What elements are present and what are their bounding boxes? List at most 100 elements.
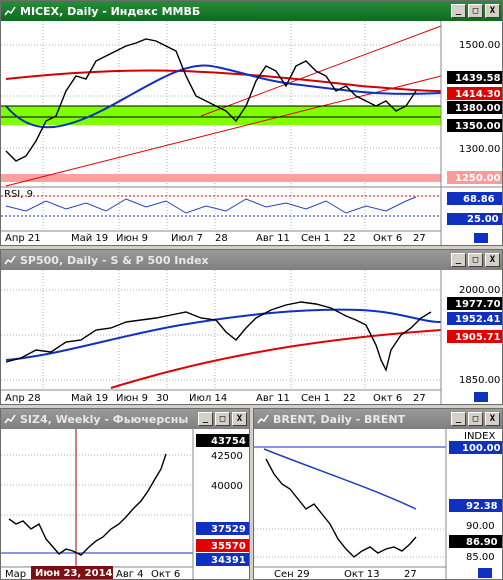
close-button[interactable]: X bbox=[485, 412, 500, 426]
siz4-titlebar[interactable]: SIZ4, Weekly - Фьючерсны _ □ X bbox=[1, 409, 249, 429]
price-line bbox=[5, 38, 417, 162]
date-tick: 27 bbox=[404, 569, 417, 579]
trendline[interactable] bbox=[200, 25, 442, 117]
price-tick: 43754 bbox=[211, 436, 246, 447]
scroll-icon[interactable] bbox=[474, 233, 488, 243]
micex-window[interactable]: MICEX, Daily - Индекс ММВБ _ □ X 1500.00 1… bbox=[0, 0, 503, 246]
micex-titlebar[interactable]: MICEX, Daily - Индекс ММВБ _ □ X bbox=[1, 1, 502, 21]
price-tick: 42500 bbox=[211, 451, 243, 462]
date-tick: Сен 1 bbox=[301, 393, 330, 404]
price-tick: 1977.70 bbox=[455, 299, 501, 310]
siz4-chart[interactable]: 43754 42500 40000 37529 35570 34391 Мар … bbox=[1, 429, 249, 579]
price-tick: 1300.00 bbox=[459, 144, 500, 155]
close-button[interactable]: X bbox=[485, 253, 500, 267]
blue-ma bbox=[263, 448, 417, 510]
date-tick: Окт 6 bbox=[373, 233, 402, 244]
date-axis: Апр 21 Май 19 Июн 9 Июл 7 28 Авг 11 Сен … bbox=[5, 233, 426, 244]
price-tick: 86.90 bbox=[466, 537, 498, 548]
index-label: INDEX bbox=[464, 431, 495, 442]
date-tick: 22 bbox=[343, 393, 356, 404]
red-ma bbox=[110, 329, 442, 389]
rsi-value: 25.00 bbox=[467, 214, 499, 225]
rsi-line bbox=[5, 196, 417, 214]
price-axis: INDEX 100.00 92.38 90.00 86.90 85.00 bbox=[449, 431, 502, 563]
trendline[interactable] bbox=[5, 75, 442, 187]
window-title: BRENT, Daily - BRENT bbox=[273, 412, 406, 426]
date-tick: Июл 7 bbox=[171, 233, 203, 244]
brent-titlebar[interactable]: BRENT, Daily - BRENT _ □ X bbox=[254, 409, 502, 429]
price-tick: 1500.00 bbox=[459, 40, 500, 51]
price-line bbox=[265, 458, 417, 558]
price-tick: 1905.71 bbox=[455, 332, 501, 343]
brent-window[interactable]: BRENT, Daily - BRENT _ □ X INDEX 100.00 92… bbox=[253, 408, 503, 580]
date-tick: Апр 28 bbox=[5, 393, 41, 404]
micex-chart[interactable]: 1500.00 1439.58 1414.30 1380.00 1350.00 … bbox=[1, 21, 502, 245]
maximize-button[interactable]: □ bbox=[468, 4, 483, 18]
sp500-titlebar[interactable]: SP500, Daily - S & P 500 Index _ □ X bbox=[1, 250, 502, 270]
price-tick: 35570 bbox=[211, 541, 246, 552]
chart-window-icon bbox=[3, 412, 17, 426]
date-tick: 27 bbox=[413, 393, 426, 404]
date-tick: Сен 1 bbox=[301, 233, 330, 244]
price-axis: 2000.00 1977.70 1952.41 1905.71 1850.00 bbox=[447, 285, 502, 386]
chart-window-icon bbox=[3, 253, 17, 267]
price-tick: 85.00 bbox=[466, 552, 495, 563]
date-tick: Мар bbox=[5, 569, 26, 579]
price-axis: 1500.00 1439.58 1414.30 1380.00 1350.00 … bbox=[447, 40, 502, 184]
date-tick: 30 bbox=[156, 393, 169, 404]
maximize-button[interactable]: □ bbox=[468, 412, 483, 426]
date-tick: 27 bbox=[413, 233, 426, 244]
price-tick: 90.00 bbox=[466, 521, 495, 532]
price-tick: 1414.30 bbox=[455, 89, 501, 100]
chart-window-icon bbox=[256, 412, 270, 426]
rsi-value: 68.86 bbox=[463, 194, 495, 205]
date-tick: Июл 14 bbox=[189, 393, 227, 404]
date-tick: Июн 9 bbox=[116, 393, 148, 404]
maximize-button[interactable]: □ bbox=[215, 412, 230, 426]
price-tick: 92.38 bbox=[466, 501, 498, 512]
price-axis: 43754 42500 40000 37529 35570 34391 bbox=[196, 434, 249, 566]
sp500-chart[interactable]: 2000.00 1977.70 1952.41 1905.71 1850.00 … bbox=[1, 270, 502, 404]
price-tick: 37529 bbox=[211, 524, 246, 535]
price-tick: 2000.00 bbox=[459, 285, 500, 296]
price-tick: 34391 bbox=[211, 555, 246, 566]
date-tick: Май 19 bbox=[71, 393, 108, 404]
date-tick: Апр 21 bbox=[5, 233, 41, 244]
close-button[interactable]: X bbox=[485, 4, 500, 18]
minimize-button[interactable]: _ bbox=[451, 4, 466, 18]
lower-zone bbox=[1, 174, 441, 182]
date-tick: Окт 13 bbox=[344, 569, 380, 579]
scroll-icon[interactable] bbox=[474, 392, 488, 402]
date-tick: Окт 6 bbox=[373, 393, 402, 404]
red-ma bbox=[5, 69, 442, 92]
window-title: MICEX, Daily - Индекс ММВБ bbox=[20, 4, 201, 18]
date-tick: Авг 11 bbox=[256, 233, 290, 244]
minimize-button[interactable]: _ bbox=[198, 412, 213, 426]
price-tick: 1850.00 bbox=[459, 375, 500, 386]
blue-ma bbox=[5, 308, 442, 361]
price-line bbox=[8, 453, 167, 556]
siz4-window[interactable]: SIZ4, Weekly - Фьючерсны _ □ X 43754 42500… bbox=[0, 408, 250, 580]
minimize-button[interactable]: _ bbox=[451, 253, 466, 267]
price-tick: 1350.00 bbox=[455, 121, 501, 132]
date-tick: Окт 6 bbox=[151, 569, 180, 579]
scroll-icon[interactable] bbox=[478, 568, 492, 578]
date-tick: Авг 4 bbox=[116, 569, 144, 579]
window-title: SP500, Daily - S & P 500 Index bbox=[20, 253, 209, 267]
support-zone bbox=[1, 106, 441, 125]
minimize-button[interactable]: _ bbox=[451, 412, 466, 426]
price-line bbox=[5, 301, 432, 373]
price-tick: 100.00 bbox=[462, 443, 501, 454]
chart-window-icon bbox=[3, 4, 17, 18]
sp500-window[interactable]: SP500, Daily - S & P 500 Index _ □ X 2000.… bbox=[0, 249, 503, 405]
date-tick: Авг 11 bbox=[256, 393, 290, 404]
close-button[interactable]: X bbox=[232, 412, 247, 426]
price-tick: 1380.00 bbox=[455, 103, 501, 114]
brent-chart[interactable]: INDEX 100.00 92.38 90.00 86.90 85.00 Сен… bbox=[254, 429, 502, 579]
date-tick: Сен 29 bbox=[274, 569, 310, 579]
crosshair-date-label: Июн 23, 2014 bbox=[35, 568, 113, 579]
blue-ma bbox=[5, 64, 442, 129]
maximize-button[interactable]: □ bbox=[468, 253, 483, 267]
rsi-label: RSI, 9 bbox=[4, 189, 33, 200]
price-tick: 40000 bbox=[211, 481, 243, 492]
